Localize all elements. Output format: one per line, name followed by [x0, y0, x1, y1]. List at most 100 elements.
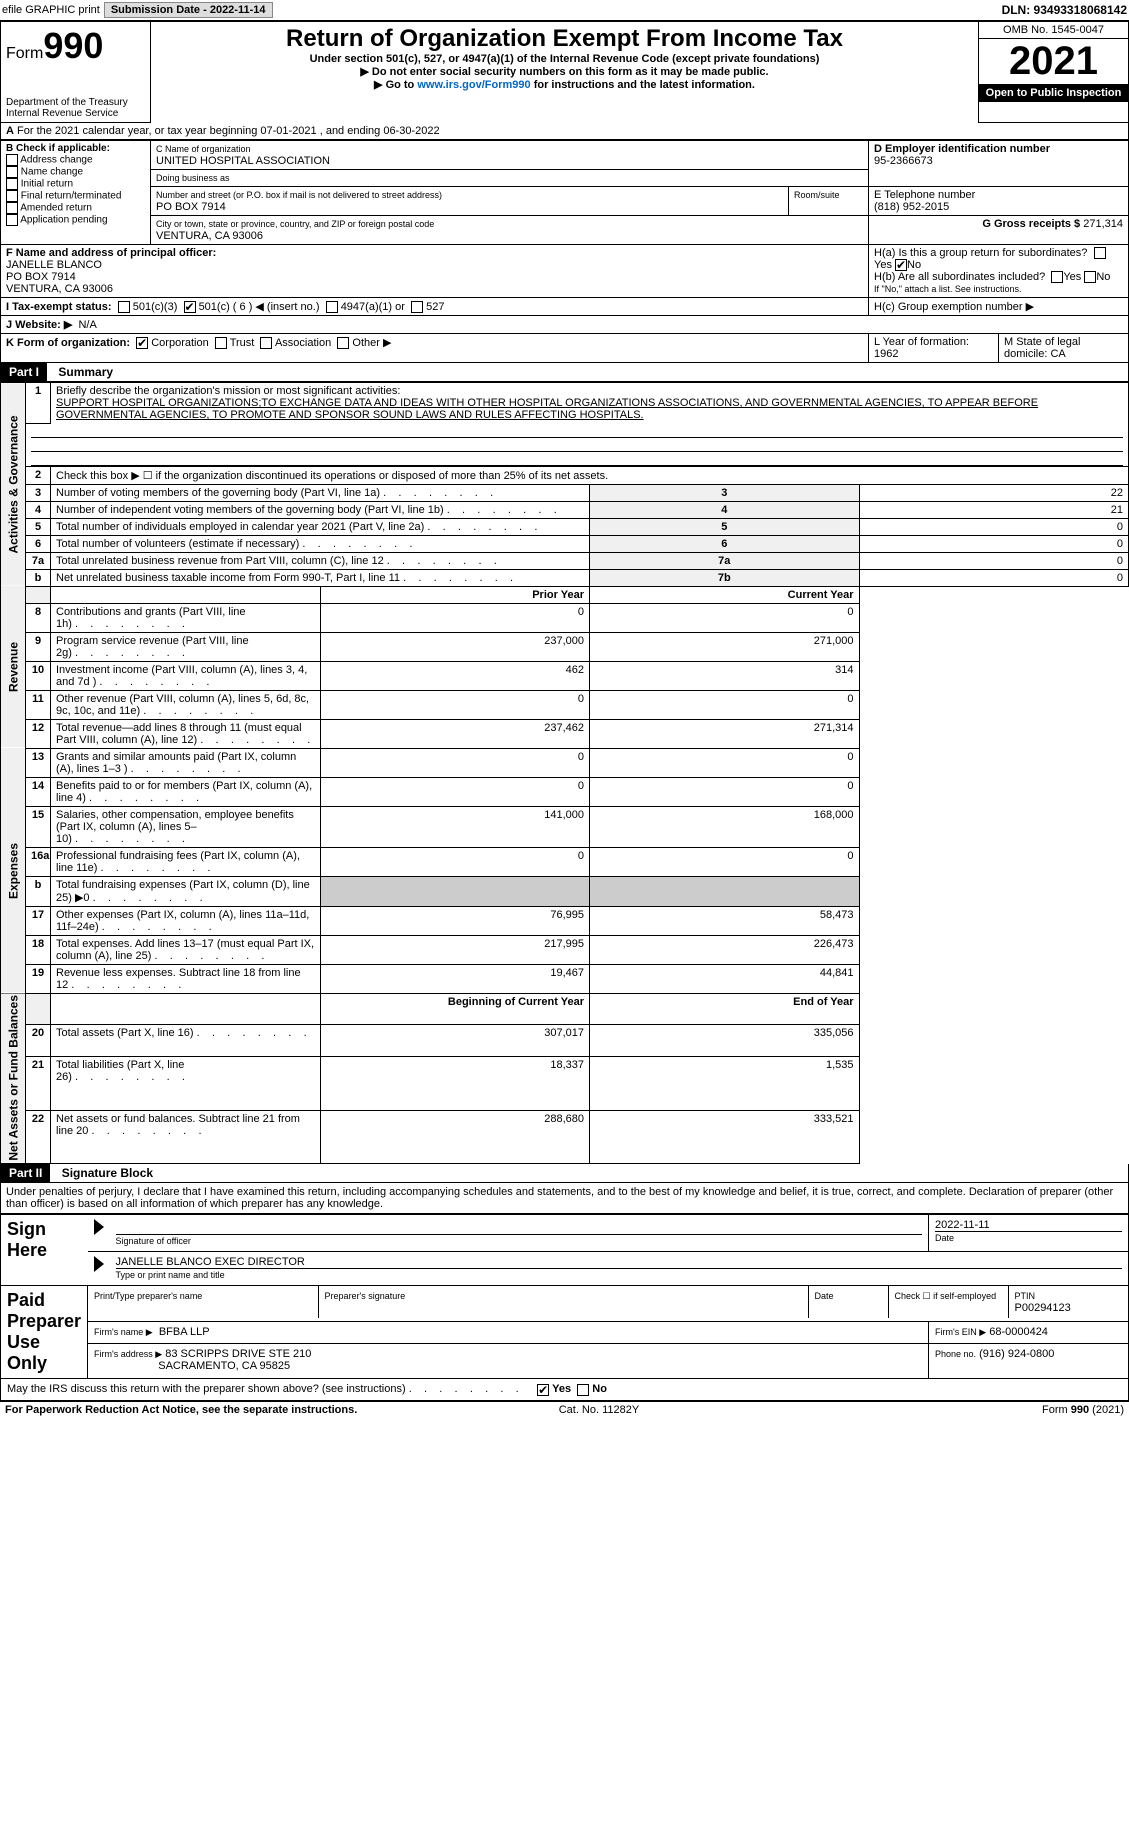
line-num: 11: [26, 690, 51, 719]
current-value: 0: [590, 847, 860, 876]
form-subtitle: Under section 501(c), 527, or 4947(a)(1)…: [156, 53, 973, 65]
ha-no-checkbox[interactable]: [895, 259, 907, 271]
officer-name: JANELLE BLANCO: [6, 259, 102, 271]
line-text: Grants and similar amounts paid (Part IX…: [51, 748, 321, 777]
discuss-yes-checkbox[interactable]: [537, 1384, 549, 1396]
part-i-header: Part I Summary: [0, 363, 1129, 382]
line-box: 7a: [590, 552, 860, 569]
hb-note: If "No," attach a list. See instructions…: [874, 284, 1021, 294]
vtab-revenue: Revenue: [1, 586, 26, 748]
prior-value: 76,995: [320, 906, 590, 935]
ha-label: H(a) Is this a group return for subordin…: [874, 247, 1087, 259]
website-value: N/A: [78, 319, 96, 331]
efile-label: efile GRAPHIC print: [2, 4, 100, 16]
date-label: Date: [935, 1233, 954, 1243]
line-num: 3: [26, 484, 51, 501]
line-num: 21: [26, 1056, 51, 1110]
top-bar: efile GRAPHIC print Submission Date - 20…: [0, 0, 1129, 21]
tax-year: 2021: [979, 39, 1128, 84]
line-num: b: [26, 876, 51, 906]
line-text: Total revenue—add lines 8 through 11 (mu…: [51, 719, 321, 748]
vtab-governance: Activities & Governance: [1, 383, 26, 587]
i-label: I Tax-exempt status:: [6, 301, 112, 313]
goto-line: ▶ Go to www.irs.gov/Form990 for instruct…: [156, 78, 973, 91]
pra-notice: For Paperwork Reduction Act Notice, see …: [5, 1404, 357, 1416]
ptin-value: P00294123: [1015, 1302, 1071, 1314]
vtab-expenses: Expenses: [1, 748, 26, 993]
current-value: 0: [590, 603, 860, 632]
prior-value: 217,995: [320, 935, 590, 964]
line-text: Investment income (Part VIII, column (A)…: [51, 661, 321, 690]
current-value: 335,056: [590, 1025, 860, 1057]
c-name-label: C Name of organization: [156, 144, 251, 154]
section-a: A For the 2021 calendar year, or tax yea…: [0, 123, 1129, 140]
info-grid: B Check if applicable: Address change Na…: [0, 140, 1129, 363]
line-num: 16a: [26, 847, 51, 876]
line-num: 18: [26, 935, 51, 964]
line-text: Net assets or fund balances. Subtract li…: [51, 1110, 321, 1164]
firm-addr1: 83 SCRIPPS DRIVE STE 210: [165, 1348, 311, 1360]
line-value: 0: [859, 518, 1129, 535]
k-corp-checkbox[interactable]: [136, 337, 148, 349]
f-label: F Name and address of principal officer:: [6, 247, 216, 259]
line-text: Revenue less expenses. Subtract line 18 …: [51, 964, 321, 993]
tax-year-range: For the 2021 calendar year, or tax year …: [17, 125, 440, 137]
firm-addr2: SACRAMENTO, CA 95825: [158, 1360, 290, 1372]
self-employed-check[interactable]: Check ☐ if self-employed: [895, 1291, 997, 1301]
ein-value: 95-2366673: [874, 155, 933, 167]
line-value: 0: [859, 569, 1129, 586]
line-num: 17: [26, 906, 51, 935]
line-box: 7b: [590, 569, 860, 586]
irs-link[interactable]: www.irs.gov/Form990: [417, 79, 530, 91]
d-label: D Employer identification number: [874, 143, 1050, 155]
current-value: 0: [590, 748, 860, 777]
prior-value: 462: [320, 661, 590, 690]
line-text: Contributions and grants (Part VIII, lin…: [51, 603, 321, 632]
firm-ein-value: 68-0000424: [989, 1326, 1048, 1338]
current-value: 0: [590, 777, 860, 806]
arrow-icon: [94, 1219, 104, 1235]
prep-phone-value: (916) 924-0800: [979, 1348, 1054, 1360]
prior-value: 0: [320, 847, 590, 876]
officer-city: VENTURA, CA 93006: [6, 283, 113, 295]
mission-text: SUPPORT HOSPITAL ORGANIZATIONS;TO EXCHAN…: [56, 397, 1038, 421]
prior-value: [320, 876, 590, 906]
street-label: Number and street (or P.O. box if mail i…: [156, 190, 442, 200]
line-value: 0: [859, 552, 1129, 569]
line-text: Net unrelated business taxable income fr…: [51, 569, 590, 586]
city-label: City or town, state or province, country…: [156, 219, 434, 229]
prior-value: 18,337: [320, 1056, 590, 1110]
prior-value: 0: [320, 748, 590, 777]
m-value: M State of legal domicile: CA: [999, 334, 1129, 362]
hb-label: H(b) Are all subordinates included?: [874, 271, 1045, 283]
e-label: E Telephone number: [874, 189, 975, 201]
form-label: Form990: [6, 45, 103, 62]
end-year-header: End of Year: [590, 993, 860, 1025]
prior-value: 0: [320, 603, 590, 632]
current-value: 333,521: [590, 1110, 860, 1164]
line-text: Professional fundraising fees (Part IX, …: [51, 847, 321, 876]
prep-name-label: Print/Type preparer's name: [94, 1291, 202, 1301]
k-label: K Form of organization:: [6, 337, 130, 349]
i-501c-checkbox[interactable]: [184, 301, 196, 313]
line-num: 8: [26, 603, 51, 632]
line-num: 20: [26, 1025, 51, 1057]
line-text: Other revenue (Part VIII, column (A), li…: [51, 690, 321, 719]
current-value: 58,473: [590, 906, 860, 935]
begin-year-header: Beginning of Current Year: [320, 993, 590, 1025]
part-ii-header: Part II Signature Block: [0, 1164, 1129, 1183]
current-value: 0: [590, 690, 860, 719]
current-value: 226,473: [590, 935, 860, 964]
line-num: 4: [26, 501, 51, 518]
prior-value: 237,462: [320, 719, 590, 748]
line-box: 3: [590, 484, 860, 501]
current-value: 44,841: [590, 964, 860, 993]
firm-name-label: Firm's name ▶: [94, 1327, 153, 1337]
officer-name-title: JANELLE BLANCO EXEC DIRECTOR: [116, 1256, 305, 1268]
submission-date-button[interactable]: Submission Date - 2022-11-14: [104, 2, 273, 18]
omb-label: OMB No. 1545-0047: [979, 22, 1128, 39]
street-value: PO BOX 7914: [156, 201, 226, 213]
prep-sig-label: Preparer's signature: [325, 1291, 406, 1301]
line-text: Total number of volunteers (estimate if …: [51, 535, 590, 552]
current-value: 314: [590, 661, 860, 690]
